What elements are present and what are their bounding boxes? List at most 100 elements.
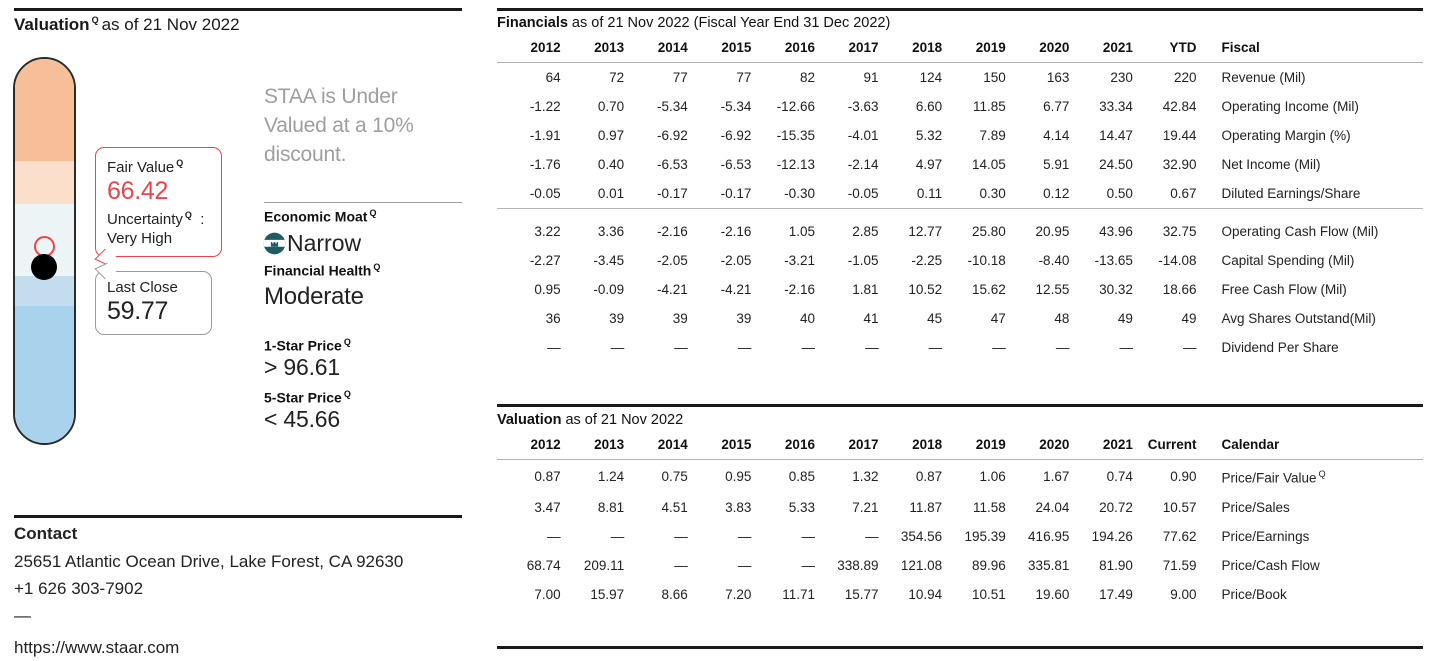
cell-value: -10.18 [967, 253, 1006, 268]
column-header: Calendar [1196, 437, 1423, 460]
bottom-rule [497, 646, 1423, 649]
cell-value: 163 [1046, 70, 1070, 85]
cell-value: 220 [1174, 70, 1197, 85]
cell-value: 0.87 [915, 468, 943, 484]
cell-value: -0.30 [784, 186, 815, 201]
cell-value: 0.90 [1170, 468, 1197, 484]
column-header: 2013 [560, 40, 625, 63]
cell-value: -2.27 [529, 253, 561, 268]
column-header: Current [1132, 437, 1197, 460]
cell-value: 71.59 [1162, 557, 1197, 573]
cell-value: -12.66 [776, 99, 815, 114]
column-header: 2015 [687, 40, 752, 63]
cell-value: 1.32 [852, 468, 879, 484]
column-header: 2020 [1005, 40, 1070, 63]
row-label: Price/Earnings [1221, 528, 1310, 544]
table-row: — — — — — — 354.56 195.39 416.95 194.26 77.62 Price… [497, 522, 1423, 551]
cell-value: 17.49 [1099, 586, 1133, 602]
cell-value: 45 [927, 311, 943, 326]
last-close-label: Last Close [107, 279, 178, 296]
row-label: Net Income (Mil) [1221, 157, 1321, 172]
financials-header-row: 2012 2013 2014 2015 2016 2017 2018 2019 2020 2021… [497, 40, 1423, 63]
column-header: 2018 [878, 40, 943, 63]
q-rating-icon: Q [184, 210, 192, 220]
cell-value: -12.13 [776, 157, 815, 172]
financials-top-rule [497, 8, 1423, 11]
last-close-marker [31, 254, 57, 280]
last-close-number: 59.77 [107, 297, 169, 325]
row-label: Price/Sales [1221, 499, 1290, 515]
contact-phone: +1 626 303-7902 [14, 579, 144, 598]
column-header: 2016 [751, 40, 815, 63]
cell-value: -1.05 [847, 253, 879, 268]
table-row: 0.87 1.24 0.75 0.95 0.85 1.32 0.87 1.06 1.67 0.74… [497, 460, 1423, 493]
cell-value: 230 [1110, 70, 1133, 85]
cell-value: 49 [1181, 311, 1197, 326]
table-row: -1.22 0.70 -5.34 -5.34 -12.66 -3.63 6.60 11.85 6… [497, 92, 1423, 121]
cell-value: 7.89 [979, 128, 1006, 143]
cell-value: -6.53 [720, 157, 752, 172]
cell-value: 0.30 [979, 186, 1006, 201]
cell-value: 354.56 [900, 528, 943, 544]
cell-value: 124 [919, 70, 943, 85]
cell-value: 7.20 [725, 586, 752, 602]
column-header: 2017 [814, 40, 879, 63]
cell-value: -0.17 [720, 186, 752, 201]
q-rating-icon: Q [176, 158, 184, 168]
cell-value: -6.92 [657, 128, 688, 143]
cell-value: 4.14 [1043, 128, 1070, 143]
cell-value: 30.32 [1099, 282, 1133, 297]
cell-value: 0.95 [534, 282, 561, 297]
column-header: 2016 [751, 437, 815, 460]
cell-value: 20.95 [1005, 208, 1070, 246]
cell-value: -3.63 [847, 99, 879, 114]
five-star-price-label: 5-Star Price Q [264, 389, 351, 406]
table-row: 68.74 209.11 — — — 338.89 121.08 89.96 335.81 81.… [497, 551, 1423, 580]
cell-value: -1.76 [529, 157, 561, 172]
cell-value: 10.51 [971, 586, 1006, 602]
cell-value: -2.16 [784, 282, 815, 297]
cell-value: -0.17 [657, 186, 688, 201]
cell-value: 33.34 [1099, 99, 1133, 114]
valuation-table: 2012 2013 2014 2015 2016 2017 2018 2019 2020 2021… [497, 437, 1423, 609]
q-rating-icon: Q [369, 208, 377, 218]
cell-value: 3.36 [560, 208, 625, 246]
cell-value: 9.00 [1170, 586, 1197, 602]
cell-value: 68.74 [526, 557, 561, 573]
cell-value: 6.60 [915, 99, 943, 114]
cell-value: — [547, 340, 561, 355]
cell-value: — [674, 557, 688, 573]
row-label: Price/Book [1221, 586, 1287, 602]
cell-value: 1.81 [852, 282, 879, 297]
cell-value: — [674, 528, 688, 544]
cell-value: 7.21 [852, 499, 879, 515]
callout-tail [94, 262, 118, 280]
fair-value-callout: Fair Value Q 66.42 Uncertainty Q : Very Hi… [94, 147, 222, 266]
cell-value: -13.65 [1094, 253, 1133, 268]
row-label: Price/Cash Flow [1221, 557, 1320, 573]
contact-website-link[interactable]: https://www.staar.com [14, 638, 180, 657]
contact-section: Contact 25651 Atlantic Ocean Drive, Lake… [14, 520, 462, 661]
cell-value: 0.75 [661, 468, 688, 484]
cell-value: — [1119, 340, 1133, 355]
row-label: Diluted Earnings/Share [1221, 186, 1361, 201]
cell-value: 24.04 [1035, 499, 1070, 515]
cell-value: 81.90 [1099, 557, 1133, 573]
cell-value: 19.44 [1162, 128, 1197, 143]
column-header: 2021 [1069, 437, 1133, 460]
cell-value: 0.74 [1106, 468, 1133, 484]
cell-value: 77.62 [1162, 528, 1197, 544]
cell-value: 121.08 [900, 557, 943, 573]
valuation-title-asof: as of 21 Nov 2022 [101, 15, 240, 34]
column-header: 2017 [814, 437, 879, 460]
column-header: 2020 [1005, 437, 1070, 460]
column-header: 2012 [497, 437, 561, 460]
cell-value: -2.16 [687, 208, 752, 246]
table-row: 7.00 15.97 8.66 7.20 11.71 15.77 10.94 10.51 19.… [497, 580, 1423, 609]
cell-value: 91 [863, 70, 879, 85]
valuation-title-text: Valuation [14, 15, 90, 34]
cell-value: — [737, 340, 752, 355]
cell-value: 335.81 [1028, 557, 1070, 573]
cell-value: 1.06 [979, 468, 1006, 484]
